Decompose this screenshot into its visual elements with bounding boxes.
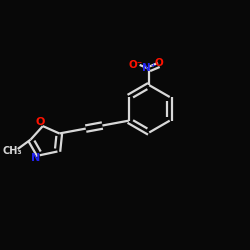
Text: O: O — [154, 58, 163, 68]
Text: N⁺: N⁺ — [142, 63, 156, 73]
Text: CH₃: CH₃ — [2, 146, 22, 156]
Text: O: O — [36, 117, 45, 127]
Text: N: N — [31, 153, 40, 163]
Text: O⁻: O⁻ — [128, 60, 142, 70]
